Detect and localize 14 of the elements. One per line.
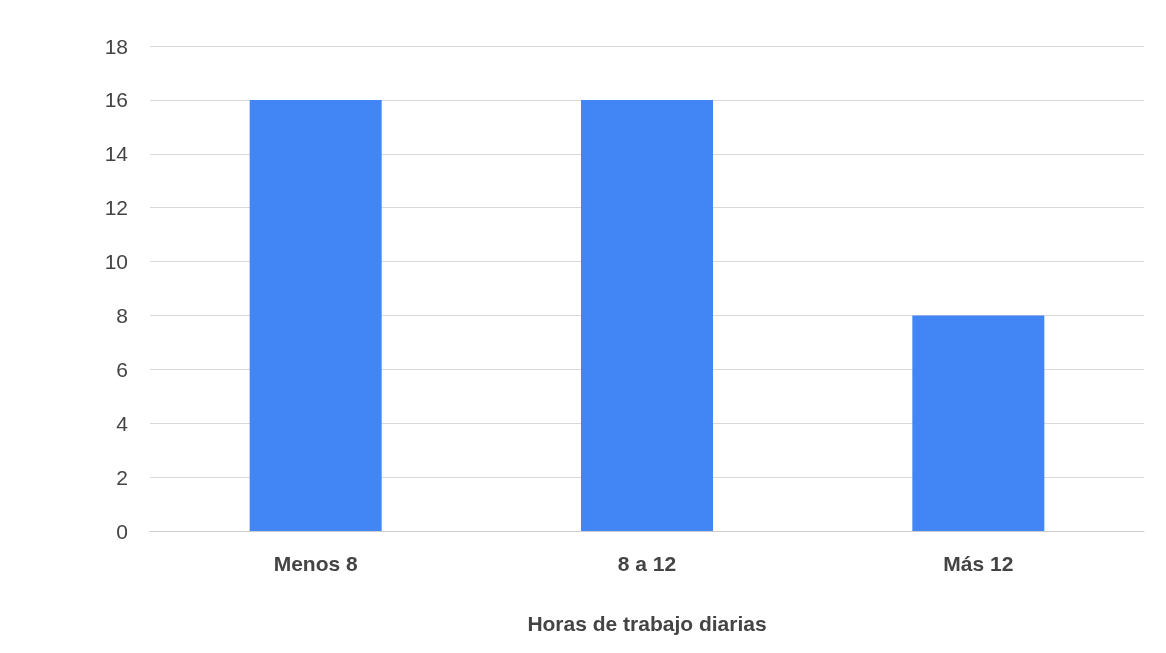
y-tick-label: 6 [116, 357, 128, 381]
y-tick-label: 14 [104, 142, 129, 166]
y-tick-label: 16 [104, 88, 128, 112]
y-tick-label: 0 [116, 519, 128, 543]
x-tick-label: 8 a 12 [617, 552, 677, 575]
x-axis-title: Horas de trabajo diarias [527, 612, 767, 635]
y-tick-label: 10 [104, 250, 128, 274]
y-tick-label: 2 [116, 465, 128, 489]
y-tick-label: 8 [116, 303, 128, 327]
y-tick-label: 4 [116, 411, 129, 435]
x-tick-label: Más 12 [943, 552, 1014, 575]
y-tick-label: 12 [104, 196, 128, 220]
x-tick-label: Menos 8 [273, 552, 358, 575]
y-tick-label: 18 [104, 34, 128, 58]
